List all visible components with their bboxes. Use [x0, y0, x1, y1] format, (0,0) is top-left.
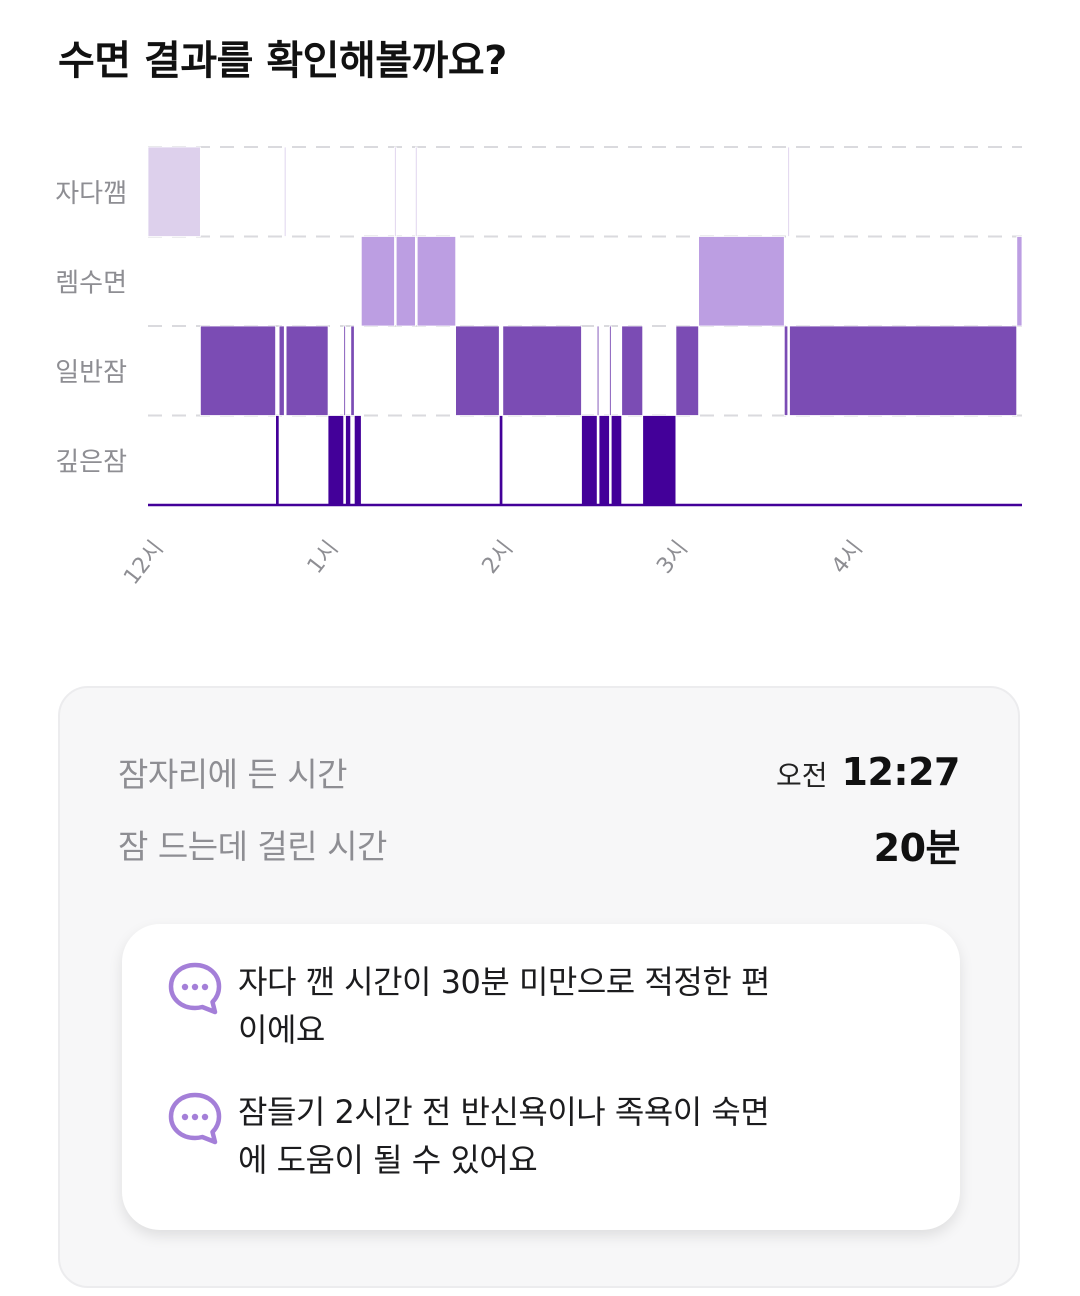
stage-segment [414, 146, 418, 237]
stage-segment [789, 325, 1018, 416]
stage-segment [1016, 236, 1023, 327]
stage-segment [610, 415, 623, 506]
stage-segment [581, 415, 598, 506]
stage-segment [609, 325, 612, 416]
chat-bubble-icon [168, 962, 222, 1015]
stage-segment [275, 415, 280, 506]
stage-segment [353, 415, 362, 506]
stage-segment [455, 325, 500, 416]
x-tick-label: 4시 [827, 536, 868, 578]
stage-segment [327, 415, 345, 506]
summary-card: 잠자리에 든 시간 오전 12:27 잠 드는데 걸린 시간 20분 자다 깬 … [58, 686, 1020, 1288]
latency-row: 잠 드는데 걸린 시간 20분 [118, 814, 961, 874]
stage-segment [498, 415, 504, 506]
bedtime-period: 오전 [776, 759, 828, 792]
y-tick-label: 일반잠 [55, 358, 127, 388]
y-tick-label: 깊은잠 [55, 447, 127, 477]
bedtime-row: 잠자리에 든 시간 오전 12:27 [118, 742, 961, 802]
x-tick-label: 12시 [119, 536, 168, 589]
stage-segment [283, 146, 287, 237]
stage-segment [598, 415, 610, 506]
tips-card: 자다 깬 시간이 30분 미만으로 적정한 편이에요 잠들기 2시간 전 반신욕… [122, 924, 960, 1230]
tip-item: 자다 깬 시간이 30분 미만으로 적정한 편이에요 [166, 958, 920, 1054]
stage-segment [783, 325, 789, 416]
stage-segment [360, 236, 395, 327]
latency-value: 20분 [873, 825, 961, 870]
bedtime-value: 12:27 [841, 750, 961, 794]
stage-segment [395, 236, 416, 327]
stage-segment [675, 325, 700, 416]
stage-segment [394, 146, 397, 237]
stage-segment [147, 146, 201, 237]
x-tick-label: 1시 [303, 536, 344, 578]
y-tick-label: 렘수면 [55, 268, 127, 298]
tip-text: 잠들기 2시간 전 반신욕이나 족욕이 숙면에 도움이 될 수 있어요 [238, 1093, 770, 1179]
stage-segment [698, 236, 785, 327]
chart-segments [147, 146, 1023, 507]
bedtime-label: 잠자리에 든 시간 [118, 755, 348, 794]
stage-segment [416, 236, 457, 327]
stage-segment [502, 325, 582, 416]
stage-segment [642, 415, 677, 506]
latency-label: 잠 드는데 걸린 시간 [118, 827, 387, 866]
stage-segment [278, 325, 285, 416]
tip-item: 잠들기 2시간 전 반신욕이나 족욕이 숙면에 도움이 될 수 있어요 [166, 1088, 920, 1184]
stage-segment [621, 325, 644, 416]
stage-segment [596, 325, 600, 416]
bedtime-value-group: 오전 12:27 [776, 750, 961, 794]
x-tick-label: 2시 [478, 536, 519, 578]
stage-segment [350, 325, 355, 416]
stage-segment [199, 325, 276, 416]
stage-segment [285, 325, 329, 416]
x-tick-label: 3시 [652, 536, 693, 578]
stage-segment [787, 146, 790, 237]
stage-segment [345, 415, 352, 506]
chat-bubble-icon [168, 1092, 222, 1145]
tip-text: 자다 깬 시간이 30분 미만으로 적정한 편이에요 [238, 963, 770, 1049]
stage-segment [343, 325, 346, 416]
y-tick-label: 자다깸 [55, 179, 127, 209]
page-title: 수면 결과를 확인해볼까요? [58, 38, 507, 84]
